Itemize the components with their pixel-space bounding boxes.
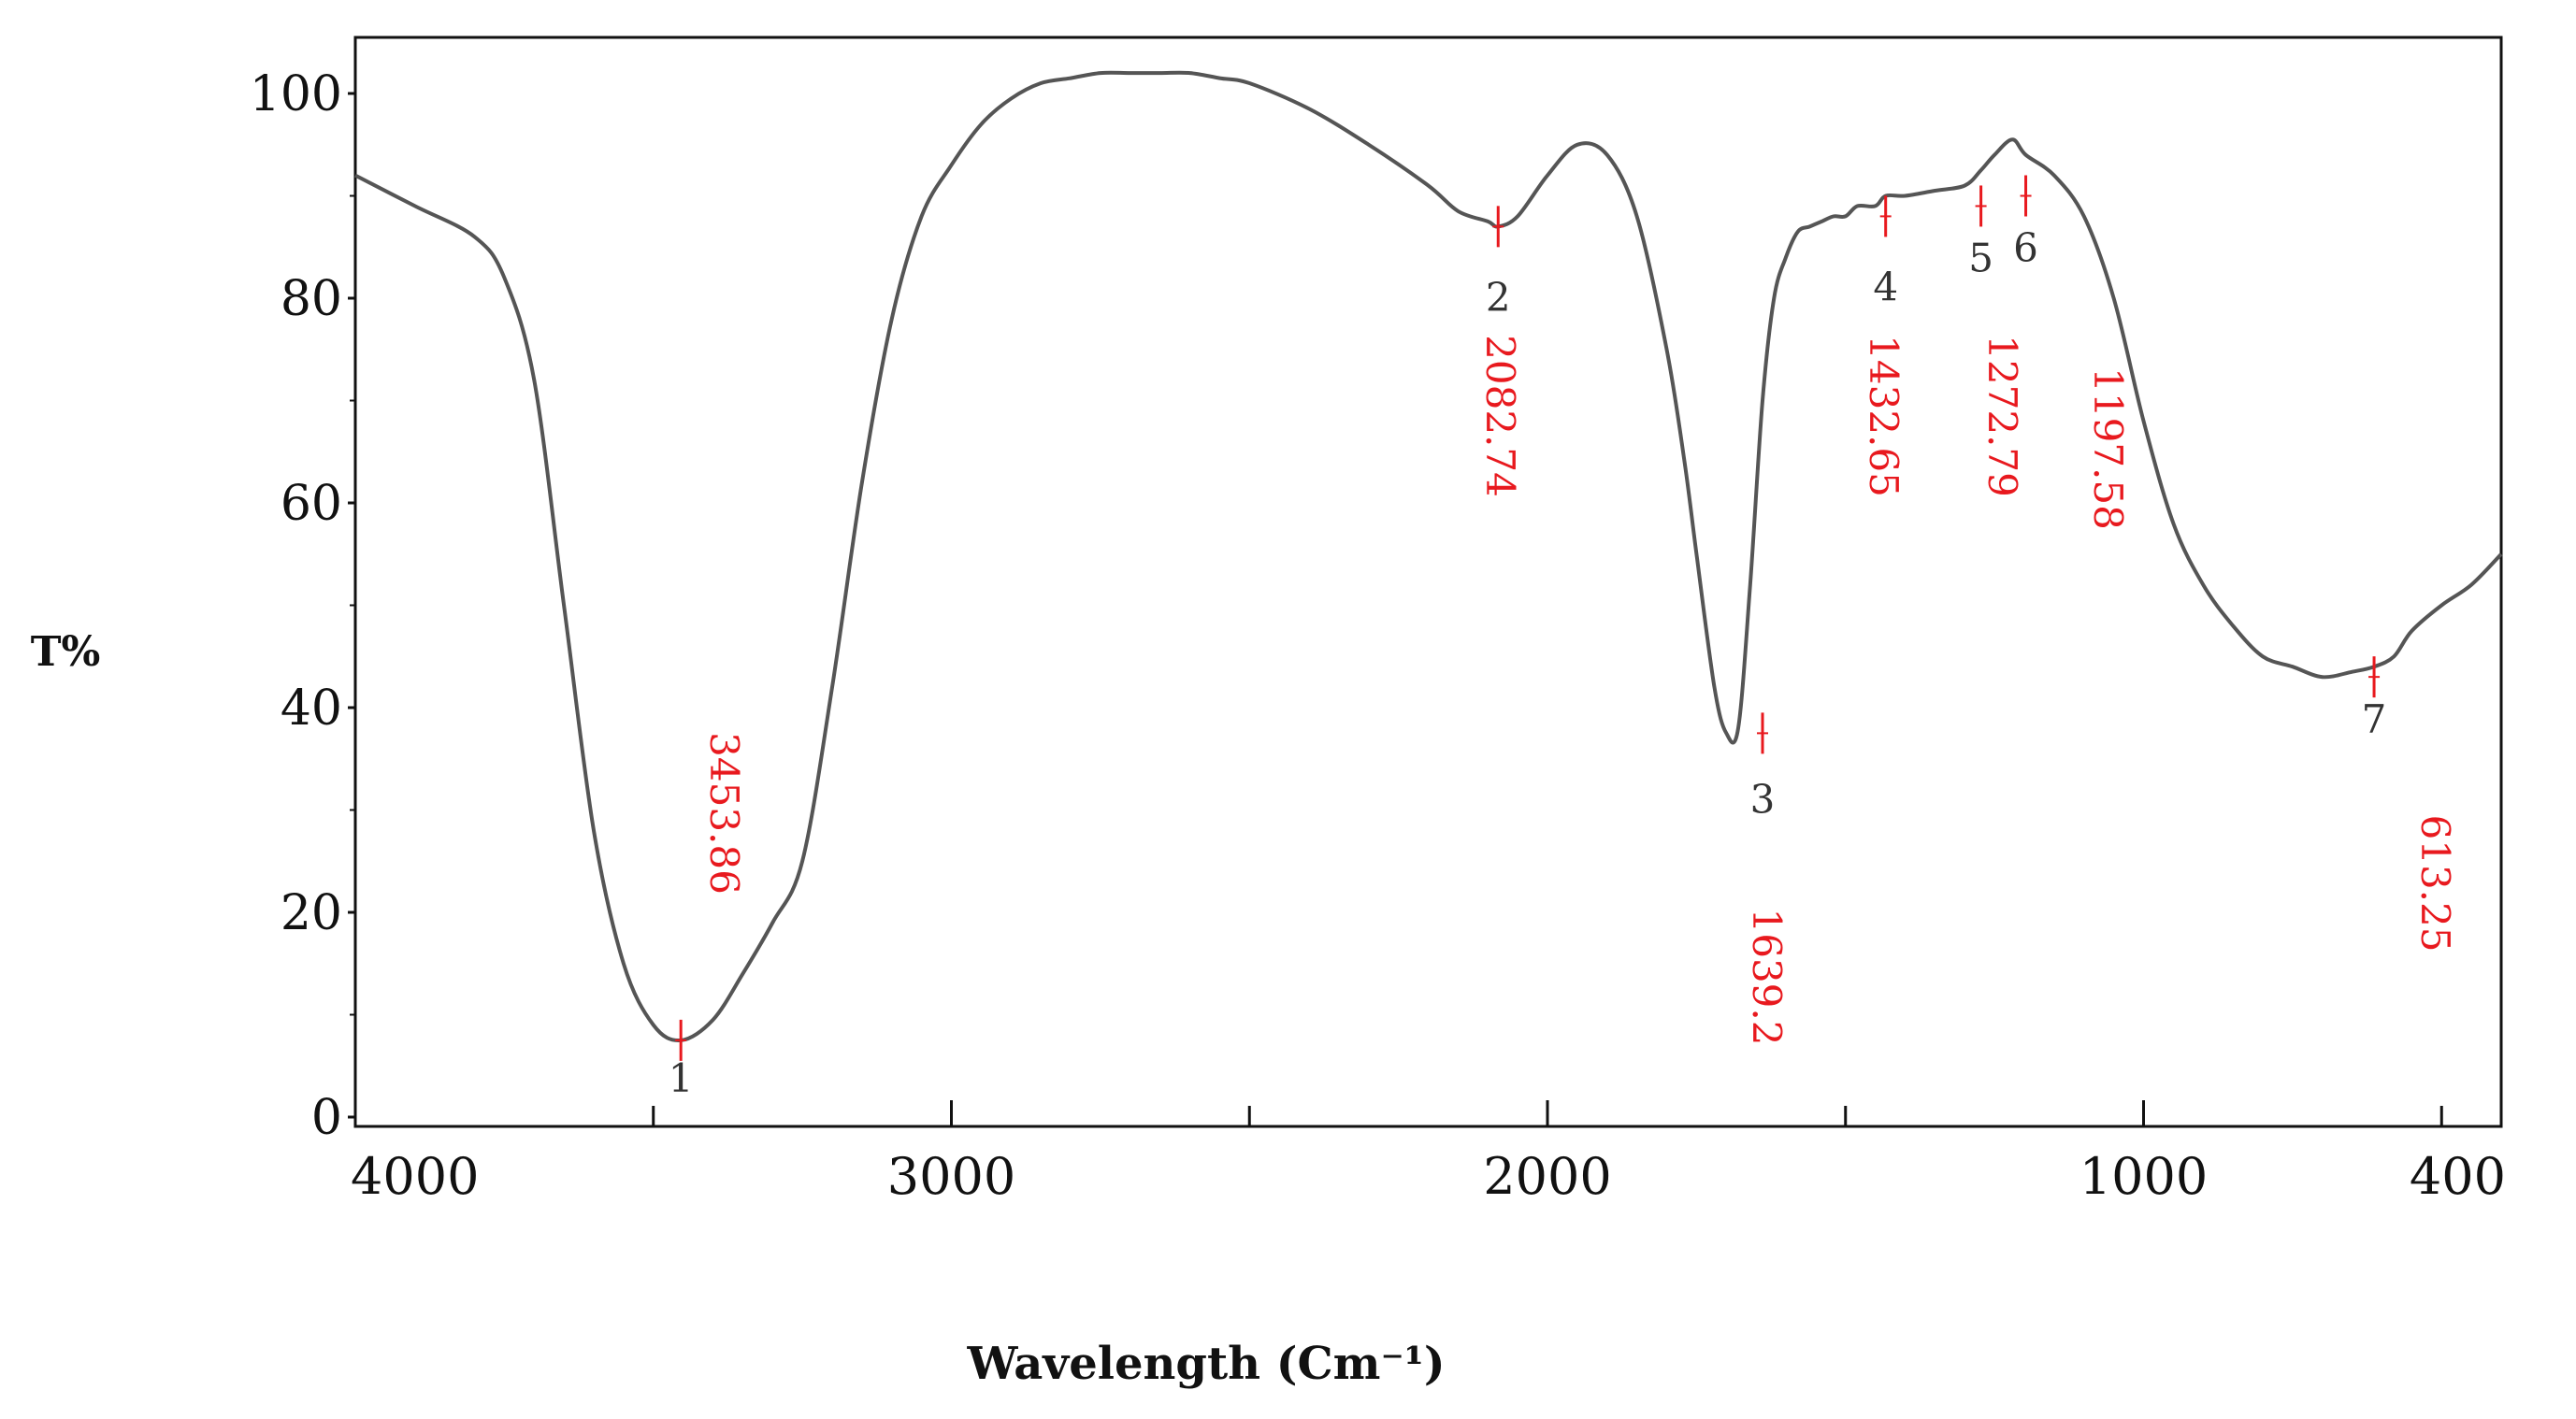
x-tick-label: 3000 <box>887 1147 1015 1206</box>
peak-value-label: 1432.65 <box>1861 335 1907 497</box>
y-axis: 0 20 40 60 80 100 <box>250 66 355 1146</box>
y-tick-label: 20 <box>281 885 342 941</box>
x-tick-label: 2000 <box>1483 1147 1611 1206</box>
y-tick-label: 0 <box>311 1090 342 1146</box>
peak-annotations: 1 3453.86 2 2082.74 3 1639.2 4 1432.65 5 1272.79 6… <box>669 175 2458 1101</box>
peak-index-label: 7 <box>2362 696 2387 742</box>
peak-value-label: 1639.2 <box>1744 909 1790 1046</box>
spectrum-line <box>354 70 2503 1043</box>
peak-index-label: 5 <box>1968 235 1993 280</box>
peak-index-label: 3 <box>1750 776 1776 822</box>
peak-value-label: 613.25 <box>2412 815 2458 953</box>
peak-index-label: 4 <box>1873 264 1898 309</box>
peak-index-label: 1 <box>669 1055 694 1101</box>
x-tick-label: 1000 <box>2080 1147 2208 1206</box>
x-axis-label: Wavelength (Cm⁻¹) <box>966 1338 1445 1390</box>
plot-frame <box>353 36 2503 1128</box>
peak-value-label: 1272.79 <box>1979 335 2025 497</box>
x-axis: 4000 3000 2000 1000 400 <box>351 1100 2506 1206</box>
peak-value-label: 1197.58 <box>2085 367 2131 530</box>
y-axis-label: T% <box>31 628 101 676</box>
y-tick-label: 60 <box>281 476 342 532</box>
peak-index-label: 2 <box>1486 274 1511 320</box>
y-tick-label: 100 <box>250 66 342 122</box>
peak-value-label: 2082.74 <box>1477 335 1523 497</box>
y-tick-label: 80 <box>281 271 342 327</box>
peak-value-label: 3453.86 <box>701 732 747 895</box>
x-tick-label: 4000 <box>351 1147 479 1206</box>
x-tick-label: 400 <box>2410 1147 2506 1206</box>
peak-index-label: 6 <box>2013 225 2038 271</box>
y-tick-label: 40 <box>281 681 342 737</box>
